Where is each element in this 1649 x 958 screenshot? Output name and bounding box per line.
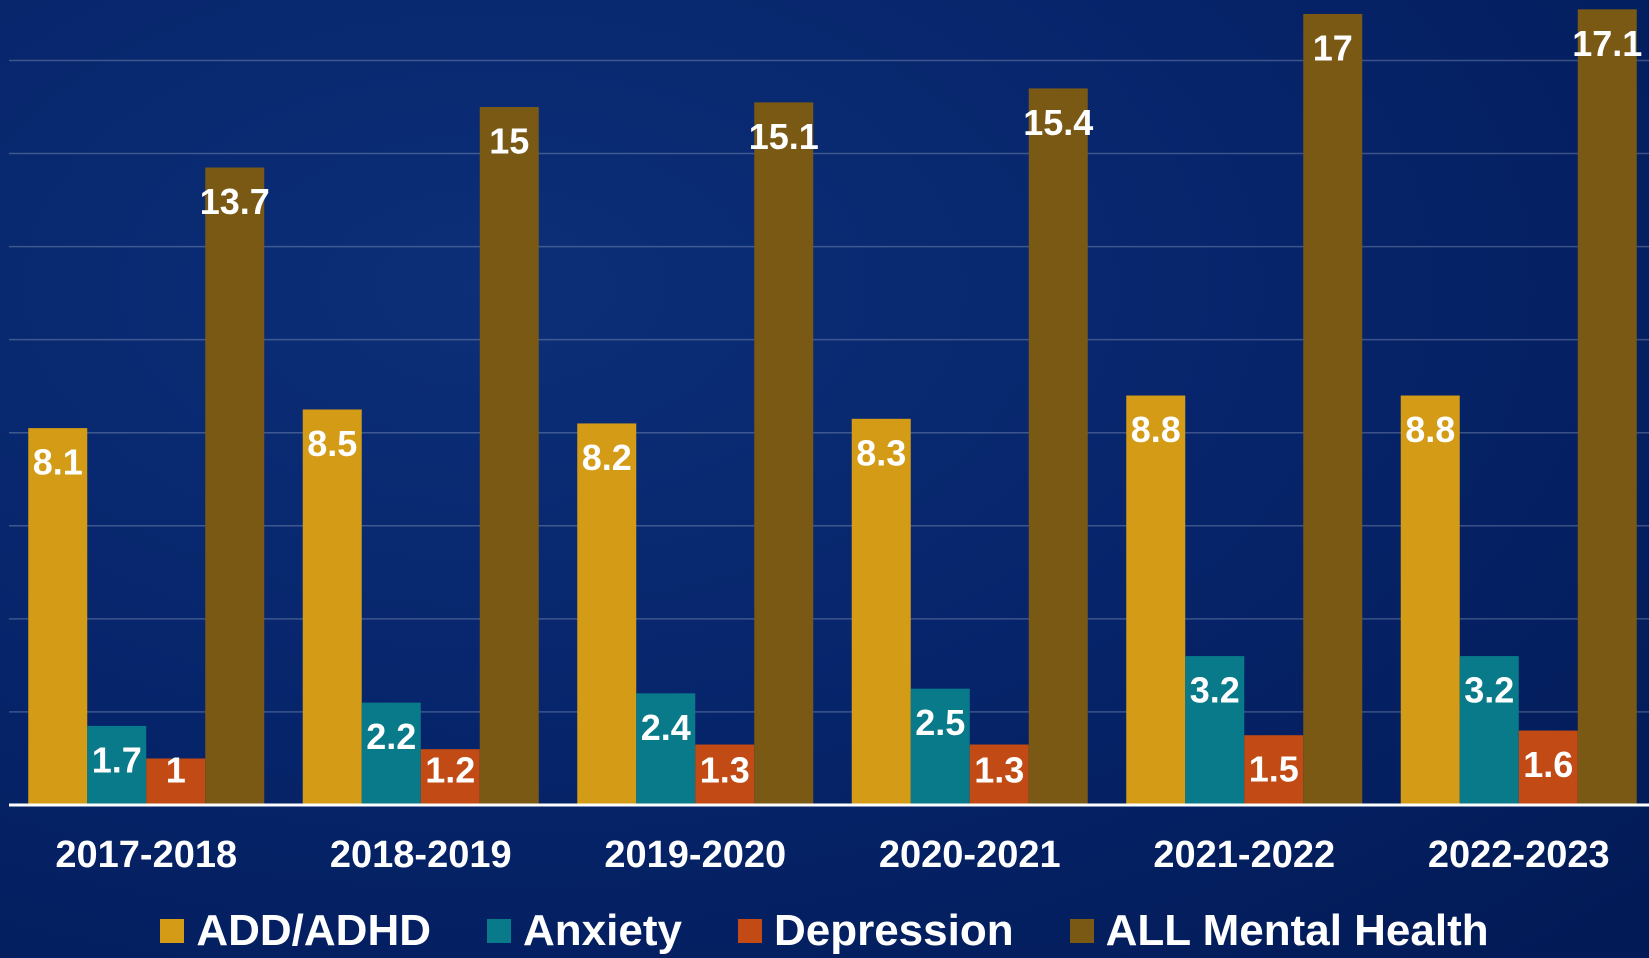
legend: ADD/ADHD Anxiety Depression ALL Mental Heal… [0, 905, 1649, 957]
value-label: 2.2 [366, 716, 416, 757]
value-label: 1 [166, 750, 186, 791]
value-label: 8.1 [33, 442, 83, 483]
value-label: 1.7 [92, 739, 142, 780]
value-label: 1.3 [700, 750, 750, 791]
value-label: 1.6 [1523, 744, 1573, 785]
value-label: 8.2 [582, 437, 632, 478]
bar [87, 725, 147, 805]
x-tick-label: 2020-2021 [879, 834, 1061, 876]
bar [146, 758, 206, 805]
bar [1126, 395, 1186, 805]
legend-swatch [160, 919, 185, 943]
legend-item: Anxiety [487, 906, 682, 956]
bar [695, 744, 755, 805]
bar [420, 749, 480, 805]
bar [636, 693, 696, 805]
bar [577, 423, 637, 805]
value-label: 3.2 [1190, 670, 1240, 711]
legend-label: Anxiety [523, 906, 682, 955]
bar [1244, 735, 1304, 805]
value-label: 15.4 [1023, 102, 1093, 143]
value-label: 13.7 [200, 181, 270, 222]
bar [361, 702, 421, 805]
value-label: 1.3 [974, 750, 1024, 791]
bar [969, 744, 1029, 805]
value-label: 17.1 [1572, 23, 1642, 64]
bar [1400, 395, 1460, 805]
legend-label: Depression [773, 906, 1014, 955]
bar [205, 167, 265, 805]
value-label: 15.1 [749, 116, 819, 157]
value-label: 1.5 [1249, 749, 1299, 790]
legend-swatch [487, 919, 512, 943]
bar [1577, 9, 1637, 806]
value-label: 17 [1313, 27, 1353, 68]
bar [1459, 656, 1519, 805]
bar [479, 107, 539, 805]
chart: 2017-2018 8.1 1.7 1 13.7 2018-2019 8.5 2.21.2 15… [28, 9, 1642, 876]
bar [1518, 730, 1578, 805]
value-label: 2.4 [641, 707, 691, 748]
value-label: 3.2 [1464, 670, 1514, 711]
bar [754, 102, 814, 806]
x-tick-label: 2018-2019 [330, 834, 512, 876]
value-label: 2.5 [915, 702, 965, 743]
value-label: 15 [489, 121, 529, 162]
legend-label: ALL Mental Health [1105, 906, 1489, 955]
legend-item: Depression [737, 906, 1014, 956]
x-tick-label: 2022-2023 [1428, 834, 1610, 876]
legend-swatch [1069, 919, 1094, 943]
value-label: 8.5 [307, 423, 357, 464]
value-label: 8.3 [856, 432, 906, 473]
value-label: 1.2 [425, 750, 475, 791]
x-tick-label: 2019-2020 [604, 834, 786, 876]
bar [1185, 656, 1245, 805]
value-label: 8.8 [1131, 409, 1181, 450]
legend-item: ADD/ADHD [160, 906, 431, 956]
value-label: 8.8 [1405, 409, 1455, 450]
bar [1028, 88, 1088, 806]
x-tick-label: 2021-2022 [1153, 834, 1335, 876]
bar [851, 418, 911, 805]
bar [28, 428, 88, 805]
legend-item: ALL Mental Health [1069, 906, 1489, 956]
bar [302, 409, 362, 805]
legend-swatch [737, 919, 762, 943]
x-tick-label: 2017-2018 [55, 834, 237, 876]
bar [910, 688, 970, 805]
legend-label: ADD/ADHD [196, 906, 432, 955]
bar [1303, 13, 1363, 806]
